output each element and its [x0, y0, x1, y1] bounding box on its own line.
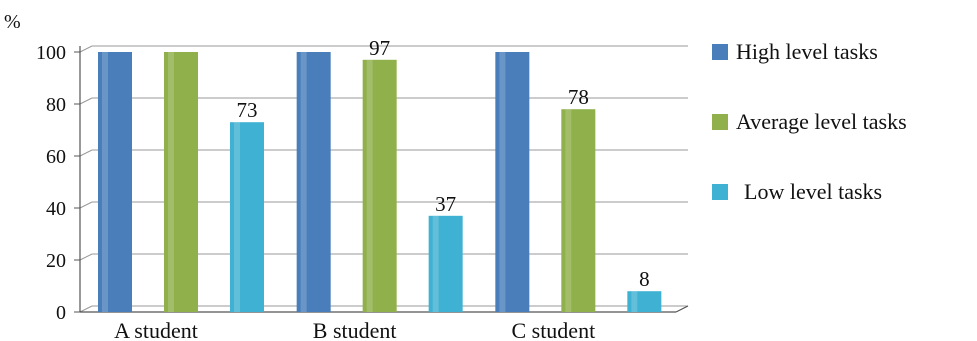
data-label: 78: [568, 85, 589, 109]
bar-highlight: [300, 52, 307, 312]
bar-2-0: [495, 52, 530, 312]
data-label: 73: [237, 98, 258, 122]
category-labels: A student B student C student: [114, 318, 595, 341]
legend-swatch: [712, 44, 728, 60]
bar-2-2: [627, 291, 662, 312]
y-unit-label: %: [4, 11, 21, 33]
category-label: B student: [313, 318, 397, 341]
bar-highlight: [432, 215, 439, 312]
gridline-slant: [79, 45, 93, 53]
bar-2-1: [561, 109, 596, 312]
gridline-slant: [79, 97, 93, 105]
data-label: 97: [369, 36, 390, 60]
bar-1-1: [362, 59, 397, 312]
bar-highlight: [366, 59, 373, 312]
bar-highlight: [631, 291, 638, 312]
y-tick-labels: 0 20 40 60 80 100: [36, 42, 66, 324]
bar-0-1: [164, 52, 198, 312]
bar-highlight: [234, 122, 240, 312]
bar-highlight: [565, 109, 572, 312]
legend-label: Average level tasks: [736, 109, 907, 134]
bar-1-0: [296, 52, 331, 312]
gridline-slant: [79, 305, 93, 313]
gridline-slant: [79, 253, 93, 261]
legend-swatch: [712, 114, 728, 130]
y-tick-label: 20: [46, 250, 66, 272]
legend-label: High level tasks: [736, 39, 878, 64]
legend-swatch: [712, 184, 728, 200]
bars: [98, 52, 662, 312]
category-label: A student: [114, 318, 198, 341]
bar-0-0: [98, 52, 132, 312]
bar-highlight: [499, 52, 506, 312]
y-tick-label: 100: [36, 42, 66, 64]
bar-highlight: [168, 52, 174, 312]
legend: High level tasks Average level tasks Low l…: [712, 39, 907, 204]
data-labels: 73 97 37 78 8: [237, 36, 650, 291]
y-tick-label: 0: [56, 302, 66, 324]
y-tick-label: 40: [46, 198, 66, 220]
category-label: C student: [511, 318, 595, 341]
bar-1-2: [428, 215, 463, 312]
y-tick-label: 60: [46, 146, 66, 168]
y-tick-label: 80: [46, 94, 66, 116]
gridline-slant: [79, 149, 93, 157]
bar-highlight: [102, 52, 108, 312]
gridline-slant: [79, 201, 93, 209]
data-label: 37: [435, 192, 456, 216]
x-axis-slant: [675, 305, 689, 313]
data-label: 8: [639, 267, 650, 291]
legend-label: Low level tasks: [744, 179, 882, 204]
bar-0-2: [230, 122, 264, 312]
